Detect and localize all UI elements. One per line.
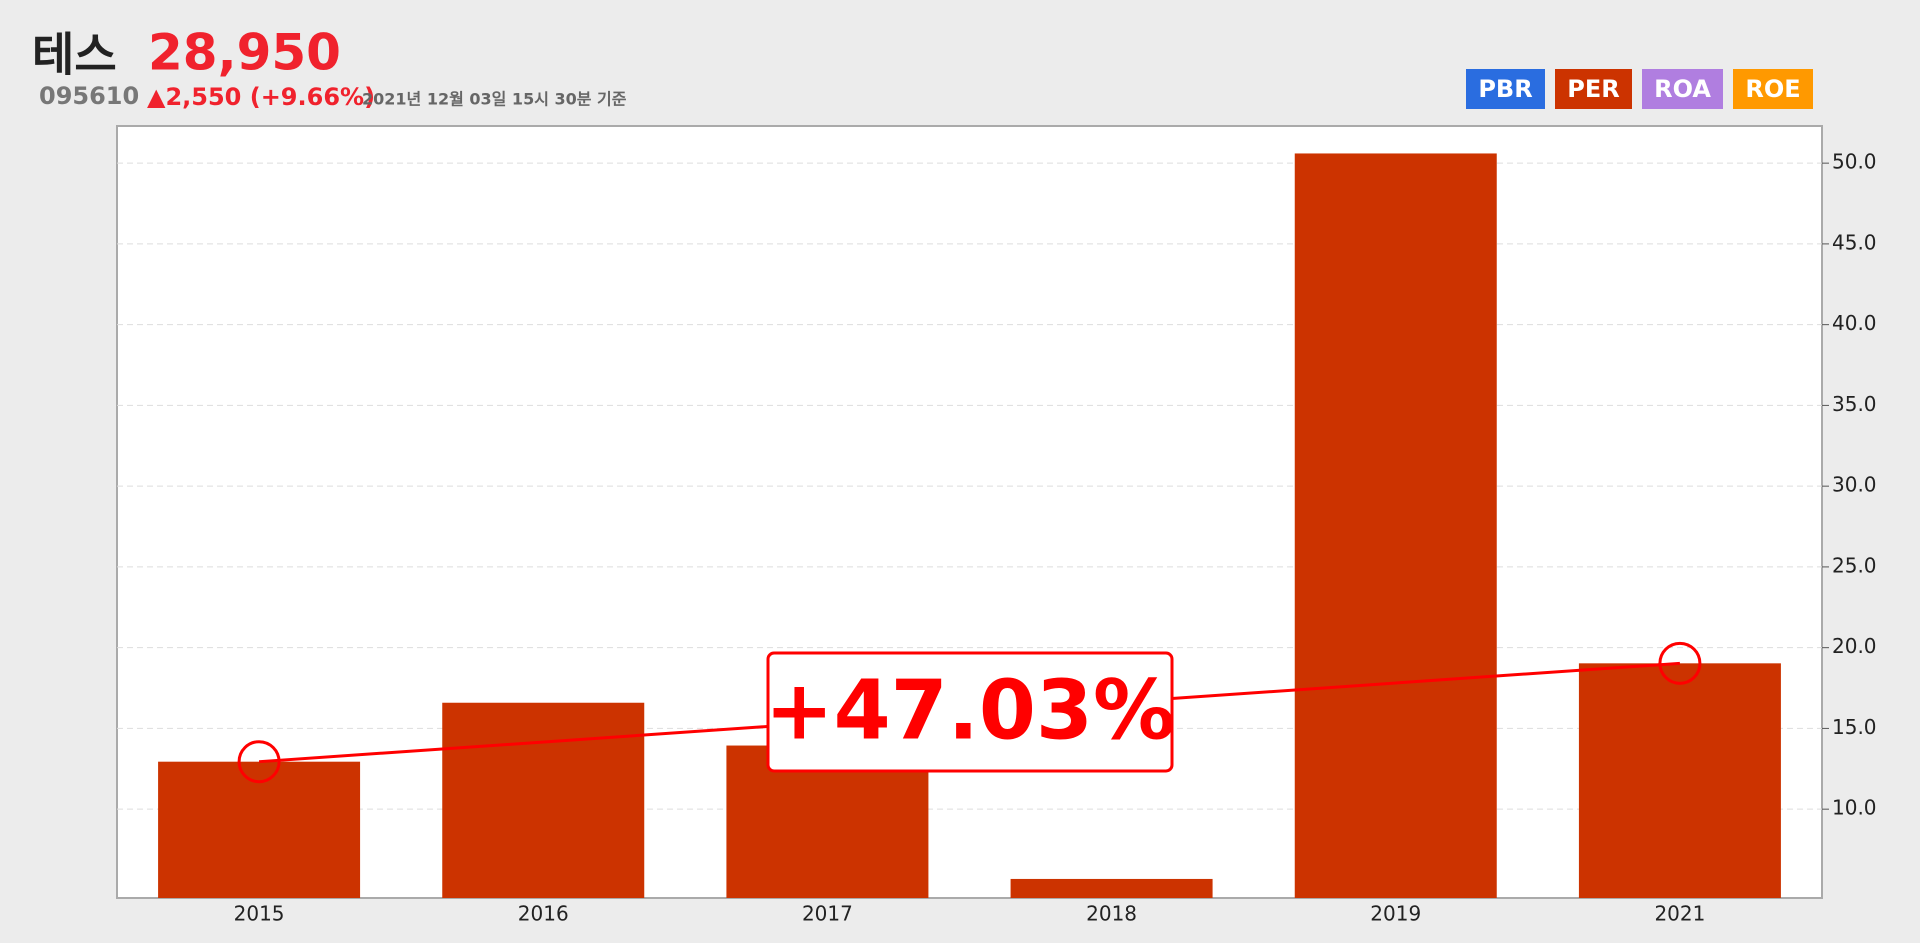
metric-button[interactable]: [1555, 69, 1632, 109]
bar: [1010, 878, 1213, 898]
bar: [1578, 663, 1781, 898]
y-tick-label: 40.0: [1832, 311, 1877, 335]
x-tick-label: 2016: [518, 902, 569, 926]
y-tick-label: 15.0: [1832, 715, 1877, 739]
annotation-box: [766, 651, 1174, 773]
timestamp: 2021년 12월 03일 15시 30분 기준: [362, 90, 627, 109]
metric-button[interactable]: [1642, 69, 1723, 109]
price-change: ▲2,550 (+9.66%): [147, 83, 375, 111]
x-tick-label: 2021: [1654, 902, 1705, 926]
stock-price: 28,950: [148, 24, 341, 82]
metric-button[interactable]: [1466, 69, 1545, 109]
bar: [158, 761, 361, 898]
x-tick-label: 2017: [802, 902, 853, 926]
x-tick-label: 2018: [1086, 902, 1137, 926]
metric-button-label[interactable]: PER: [1567, 75, 1619, 103]
change-start: [237, 740, 281, 784]
y-tick-label: 50.0: [1832, 150, 1877, 174]
stock-name: 테스: [32, 28, 117, 82]
y-tick-label: 45.0: [1832, 230, 1877, 254]
x-tick-label: 2019: [1370, 902, 1421, 926]
y-tick-label: 30.0: [1832, 473, 1877, 497]
metric-button-label[interactable]: PBR: [1478, 75, 1532, 103]
x-tick-label: 2015: [234, 902, 285, 926]
y-tick-label: 10.0: [1832, 796, 1877, 820]
metric-button[interactable]: [1733, 69, 1813, 109]
plot-area: [116, 125, 1823, 899]
metric-button-label[interactable]: ROA: [1654, 75, 1711, 103]
stock-code: 095610: [39, 82, 139, 110]
change-end: [1658, 641, 1702, 685]
bar: [1294, 153, 1497, 899]
y-tick-label: 35.0: [1832, 392, 1877, 416]
y-tick-label: 25.0: [1832, 553, 1877, 577]
bar: [442, 702, 645, 898]
y-tick-label: 20.0: [1832, 634, 1877, 658]
metric-button-label[interactable]: ROE: [1745, 75, 1800, 103]
annotation-text: +47.03%: [765, 663, 1175, 758]
